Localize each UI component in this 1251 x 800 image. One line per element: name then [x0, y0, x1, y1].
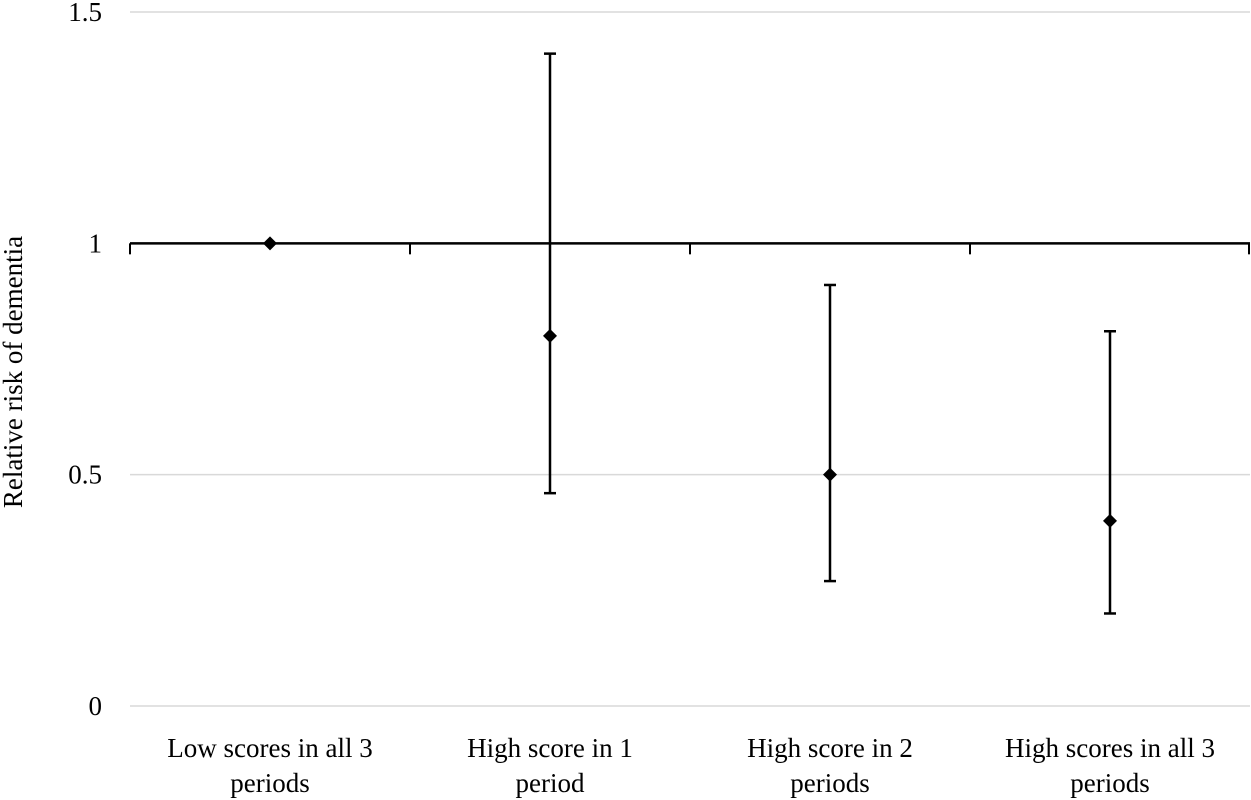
x-category-label: High score in 2 — [747, 733, 913, 763]
x-category-label: High score in 1 — [467, 733, 633, 763]
gridlines — [130, 11, 1250, 707]
x-category-label: High scores in all 3 — [1005, 733, 1215, 763]
y-axis-title: Relative risk of dementia — [0, 236, 28, 508]
y-tick-label: 1.5 — [68, 0, 102, 27]
reference-line-group — [129, 242, 1250, 255]
x-category-label: periods — [1070, 768, 1149, 798]
x-category-label: period — [516, 768, 585, 798]
error-bars — [544, 52, 1116, 615]
data-point — [1103, 513, 1117, 528]
data-point — [263, 236, 277, 251]
y-tick-label: 0.5 — [68, 460, 102, 490]
y-tick-label: 1 — [89, 228, 103, 258]
x-category-label: Low scores in all 3 — [167, 733, 372, 763]
data-points — [263, 236, 1117, 528]
x-tick-labels: Low scores in all 3 periods High score in … — [167, 733, 1215, 798]
data-point — [543, 328, 557, 343]
x-category-label: periods — [790, 768, 869, 798]
y-tick-labels: 0 0.5 1 1.5 — [68, 0, 102, 721]
y-tick-label: 0 — [89, 691, 103, 721]
data-point — [823, 467, 837, 482]
x-category-label: periods — [230, 768, 309, 798]
